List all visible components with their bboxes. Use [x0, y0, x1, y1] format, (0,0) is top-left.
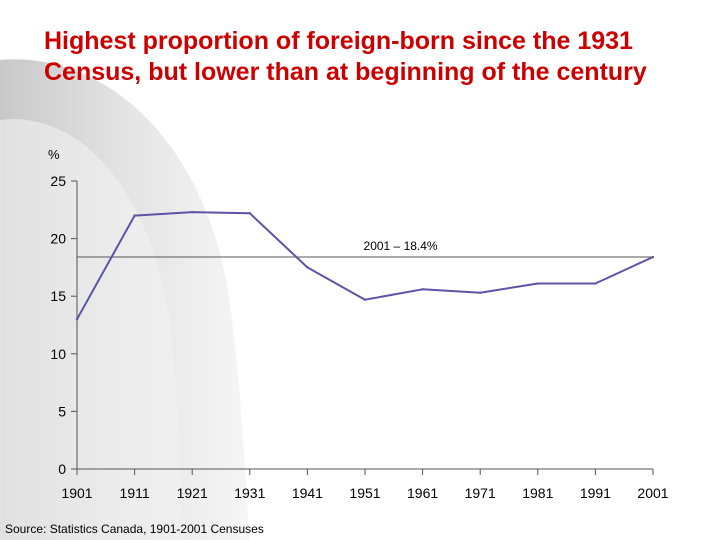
data-point	[363, 298, 367, 301]
background-swoosh-highlight	[0, 119, 184, 540]
data-point	[651, 255, 655, 259]
y-tick-label: 5	[58, 403, 66, 419]
slide-title: Highest proportion of foreign-born since…	[44, 27, 647, 86]
x-tick-label: 2001	[637, 485, 668, 501]
y-tick-label: 0	[58, 461, 66, 477]
data-point	[479, 291, 482, 294]
y-tick-label: 20	[50, 231, 66, 247]
x-tick-label: 1931	[234, 485, 265, 501]
data-point	[133, 214, 136, 217]
data-point	[421, 288, 424, 291]
data-point	[536, 282, 539, 285]
x-tick-label: 1951	[349, 485, 380, 501]
x-tick-label: 1911	[120, 485, 150, 501]
reference-line-group: 2001 – 18.4%	[77, 239, 653, 258]
reference-line-label: 2001 – 18.4%	[364, 239, 438, 253]
x-tick-label: 1961	[407, 485, 438, 501]
data-point	[594, 282, 597, 285]
x-tick-label: 1921	[177, 485, 208, 501]
chart-series	[75, 210, 655, 321]
x-tick-label: 1991	[580, 485, 611, 501]
x-tick-label: 1901	[61, 485, 92, 501]
y-axis-unit-label: %	[48, 147, 60, 162]
series-line	[76, 211, 654, 320]
data-point	[306, 266, 309, 269]
x-tick-label: 1981	[522, 485, 553, 501]
x-tick-label: 1971	[465, 485, 496, 501]
chart-axes: 0 5 10 15 20 25 1901 1911 1921 1931 1941 1951 1961 19…	[50, 173, 668, 501]
data-point	[191, 210, 194, 214]
data-point	[75, 318, 79, 321]
source-note: Source: Statistics Canada, 1901-2001 Cen…	[5, 522, 264, 536]
y-tick-label: 15	[50, 288, 66, 304]
x-tick-label: 1941	[292, 485, 323, 501]
y-tick-label: 10	[50, 346, 66, 362]
data-point	[248, 212, 251, 215]
y-tick-label: 25	[50, 173, 66, 189]
